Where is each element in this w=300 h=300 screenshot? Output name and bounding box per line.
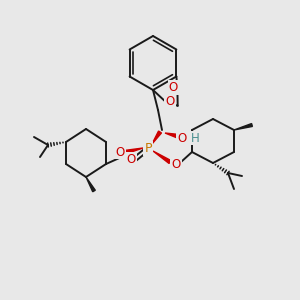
Polygon shape [126,148,143,154]
Text: P: P [144,142,152,154]
Polygon shape [165,133,177,138]
Polygon shape [86,177,95,192]
Text: O: O [165,94,175,108]
Text: O: O [177,131,187,145]
Text: H: H [190,131,200,145]
Text: O: O [169,81,178,94]
Polygon shape [153,151,171,164]
Text: O: O [116,146,124,158]
Text: O: O [127,153,136,166]
Text: O: O [171,158,181,172]
Polygon shape [152,131,161,144]
Polygon shape [234,124,252,130]
